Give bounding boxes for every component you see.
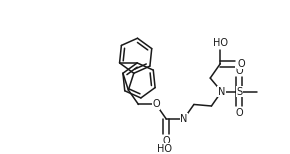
Text: O: O [238, 59, 245, 69]
Text: O: O [235, 66, 243, 76]
Text: N: N [180, 114, 188, 124]
Text: O: O [235, 107, 243, 118]
Text: N: N [218, 87, 225, 97]
Text: HO: HO [213, 38, 228, 48]
Text: O: O [162, 136, 170, 146]
Text: O: O [152, 99, 160, 109]
Text: HO: HO [157, 144, 172, 154]
Text: S: S [236, 87, 242, 97]
